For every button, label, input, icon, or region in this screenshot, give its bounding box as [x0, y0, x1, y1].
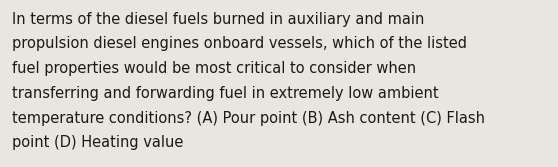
Text: In terms of the diesel fuels burned in auxiliary and main: In terms of the diesel fuels burned in a…	[12, 12, 425, 27]
Text: transferring and forwarding fuel in extremely low ambient: transferring and forwarding fuel in extr…	[12, 86, 439, 101]
Text: temperature conditions? (A) Pour point (B) Ash content (C) Flash: temperature conditions? (A) Pour point (…	[12, 111, 485, 126]
Text: propulsion diesel engines onboard vessels, which of the listed: propulsion diesel engines onboard vessel…	[12, 36, 467, 51]
Text: fuel properties would be most critical to consider when: fuel properties would be most critical t…	[12, 61, 416, 76]
Text: point (D) Heating value: point (D) Heating value	[12, 135, 184, 150]
